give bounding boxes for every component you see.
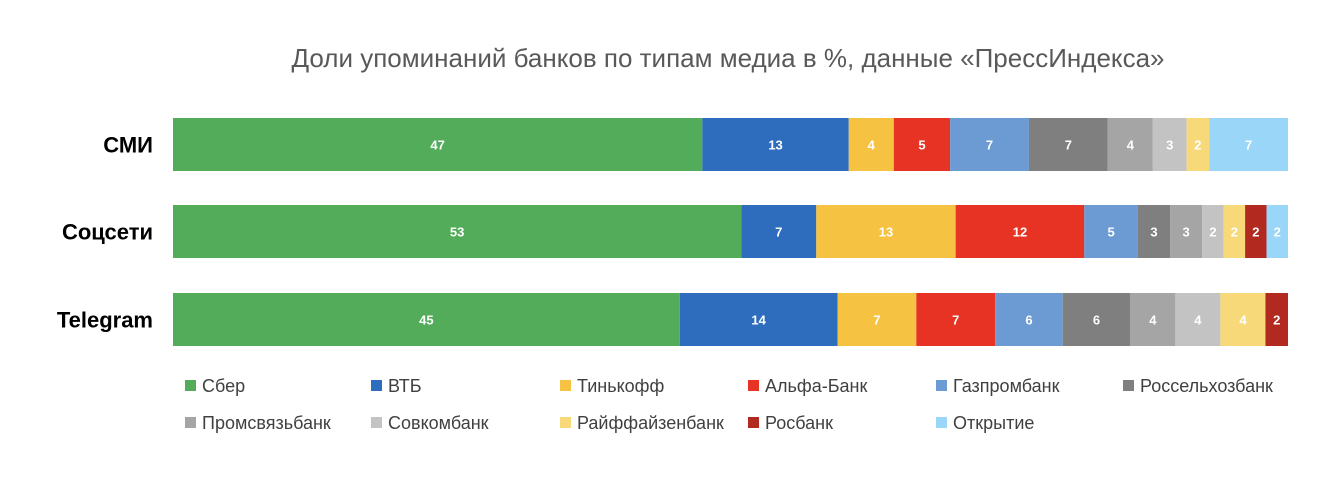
data-label: 12 — [1013, 225, 1027, 240]
legend-label: Росбанк — [765, 413, 833, 433]
bar-segment — [1223, 205, 1246, 258]
data-label: 13 — [768, 138, 782, 153]
legend: Сбер ВТБ Тинькофф Альфа-Банк Газпромбанк Росс… — [185, 376, 1273, 433]
data-label: 2 — [1274, 225, 1281, 240]
bar-segment — [1084, 205, 1138, 258]
data-label: 5 — [1107, 225, 1114, 240]
data-label: 6 — [1025, 313, 1032, 328]
data-label: 7 — [1065, 138, 1072, 153]
data-label: 4 — [1149, 313, 1157, 328]
legend-label: ВТБ — [388, 376, 422, 396]
data-label: 2 — [1231, 225, 1238, 240]
legend-swatch — [560, 380, 571, 391]
legend-swatch — [185, 380, 196, 391]
bar-segment — [1062, 293, 1131, 346]
bar-segment — [1028, 118, 1108, 171]
data-label: 6 — [1093, 313, 1100, 328]
legend-swatch — [1123, 380, 1134, 391]
bar-segment — [837, 293, 917, 346]
category-label: Telegram — [57, 308, 153, 333]
data-label: 47 — [430, 138, 444, 153]
bar-segment — [1107, 118, 1153, 171]
data-label: 7 — [986, 138, 993, 153]
bar-segment — [995, 293, 1063, 346]
data-label: 2 — [1273, 313, 1280, 328]
data-label: 3 — [1166, 138, 1173, 153]
data-label: 7 — [952, 313, 959, 328]
legend-swatch — [936, 380, 947, 391]
legend-label: Совкомбанк — [388, 413, 489, 433]
bar-segment — [1209, 118, 1288, 171]
legend-label: Открытие — [953, 413, 1034, 433]
legend-swatch — [748, 417, 759, 428]
legend-label: Сбер — [202, 376, 245, 396]
legend-label: Промсвязьбанк — [202, 413, 331, 433]
bar-segment — [173, 205, 742, 258]
data-label: 2 — [1252, 225, 1259, 240]
legend-swatch — [371, 380, 382, 391]
legend-swatch — [560, 417, 571, 428]
category-label: СМИ — [103, 133, 153, 158]
data-label: 7 — [775, 225, 782, 240]
bar-segment — [1170, 205, 1203, 258]
bar-segment — [1137, 205, 1171, 258]
data-label: 14 — [751, 313, 766, 328]
bar-segment — [816, 205, 956, 258]
data-label: 4 — [1127, 138, 1135, 153]
chart-title: Доли упоминаний банков по типам медиа в … — [292, 43, 1165, 73]
bar-segment — [955, 205, 1085, 258]
legend-swatch — [371, 417, 382, 428]
legend-label: Тинькофф — [577, 376, 664, 396]
data-label: 53 — [450, 225, 464, 240]
bar-segment — [1202, 205, 1224, 258]
data-label: 7 — [1245, 138, 1252, 153]
bar-segment — [1220, 293, 1266, 346]
data-label: 13 — [879, 225, 893, 240]
bar-segment — [848, 118, 894, 171]
bar-segment — [173, 293, 680, 346]
legend-label: Райффайзенбанк — [577, 413, 724, 433]
data-label: 4 — [1194, 313, 1202, 328]
bar-segment — [1265, 293, 1288, 346]
legend-swatch — [936, 417, 947, 428]
legend-label: Россельхозбанк — [1140, 376, 1273, 396]
data-label: 2 — [1209, 225, 1216, 240]
bar-segment — [741, 205, 817, 258]
data-label: 5 — [918, 138, 925, 153]
bar-segment — [1186, 118, 1210, 171]
data-label: 2 — [1194, 138, 1201, 153]
data-label: 7 — [873, 313, 880, 328]
bar-segment — [893, 118, 951, 171]
bar-segment — [1245, 205, 1267, 258]
bar-segment — [1130, 293, 1176, 346]
bar-segment — [916, 293, 996, 346]
data-label: 45 — [419, 313, 433, 328]
data-label: 4 — [868, 138, 876, 153]
legend-swatch — [185, 417, 196, 428]
data-label: 4 — [1239, 313, 1247, 328]
data-label: 3 — [1183, 225, 1190, 240]
bar-segment — [1266, 205, 1288, 258]
legend-label: Альфа-Банк — [765, 376, 867, 396]
legend-label: Газпромбанк — [953, 376, 1060, 396]
bar-segment — [702, 118, 849, 171]
bar-segment — [679, 293, 838, 346]
data-label: 3 — [1150, 225, 1157, 240]
bar-segment — [1152, 118, 1187, 171]
bar-segment — [1175, 293, 1221, 346]
legend-swatch — [748, 380, 759, 391]
bar-segment — [950, 118, 1029, 171]
category-label: Соцсети — [62, 220, 153, 245]
bar-segment — [173, 118, 703, 171]
